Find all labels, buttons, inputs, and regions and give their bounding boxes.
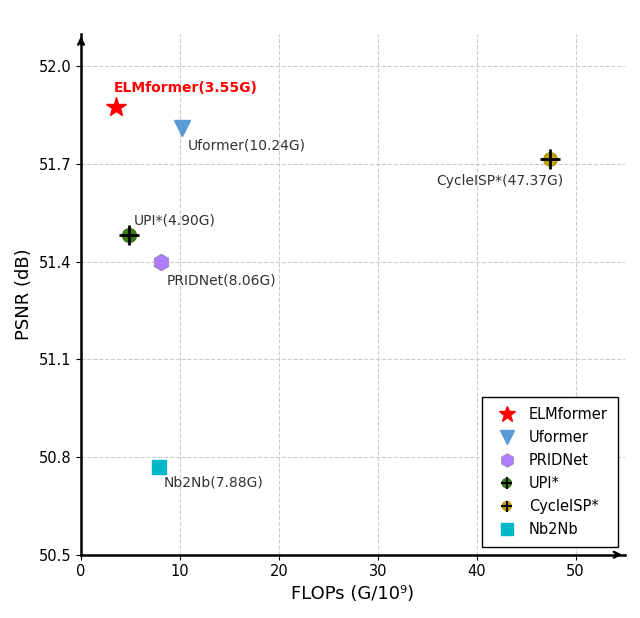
Y-axis label: PSNR (dB): PSNR (dB): [15, 248, 33, 340]
Text: PRIDNet(8.06G): PRIDNet(8.06G): [166, 274, 276, 287]
Text: Nb2Nb(7.88G): Nb2Nb(7.88G): [164, 476, 264, 489]
Text: ELMformer(3.55G): ELMformer(3.55G): [114, 82, 258, 95]
Text: CycleISP*(47.37G): CycleISP*(47.37G): [436, 174, 563, 188]
Text: Uformer(10.24G): Uformer(10.24G): [188, 138, 306, 153]
X-axis label: FLOPs (G/10⁹): FLOPs (G/10⁹): [291, 585, 415, 603]
Text: UPI*(4.90G): UPI*(4.90G): [134, 213, 215, 227]
Legend: ELMformer, Uformer, PRIDNet, UPI*, CycleISP*, Nb2Nb: ELMformer, Uformer, PRIDNet, UPI*, Cycle…: [482, 397, 618, 548]
